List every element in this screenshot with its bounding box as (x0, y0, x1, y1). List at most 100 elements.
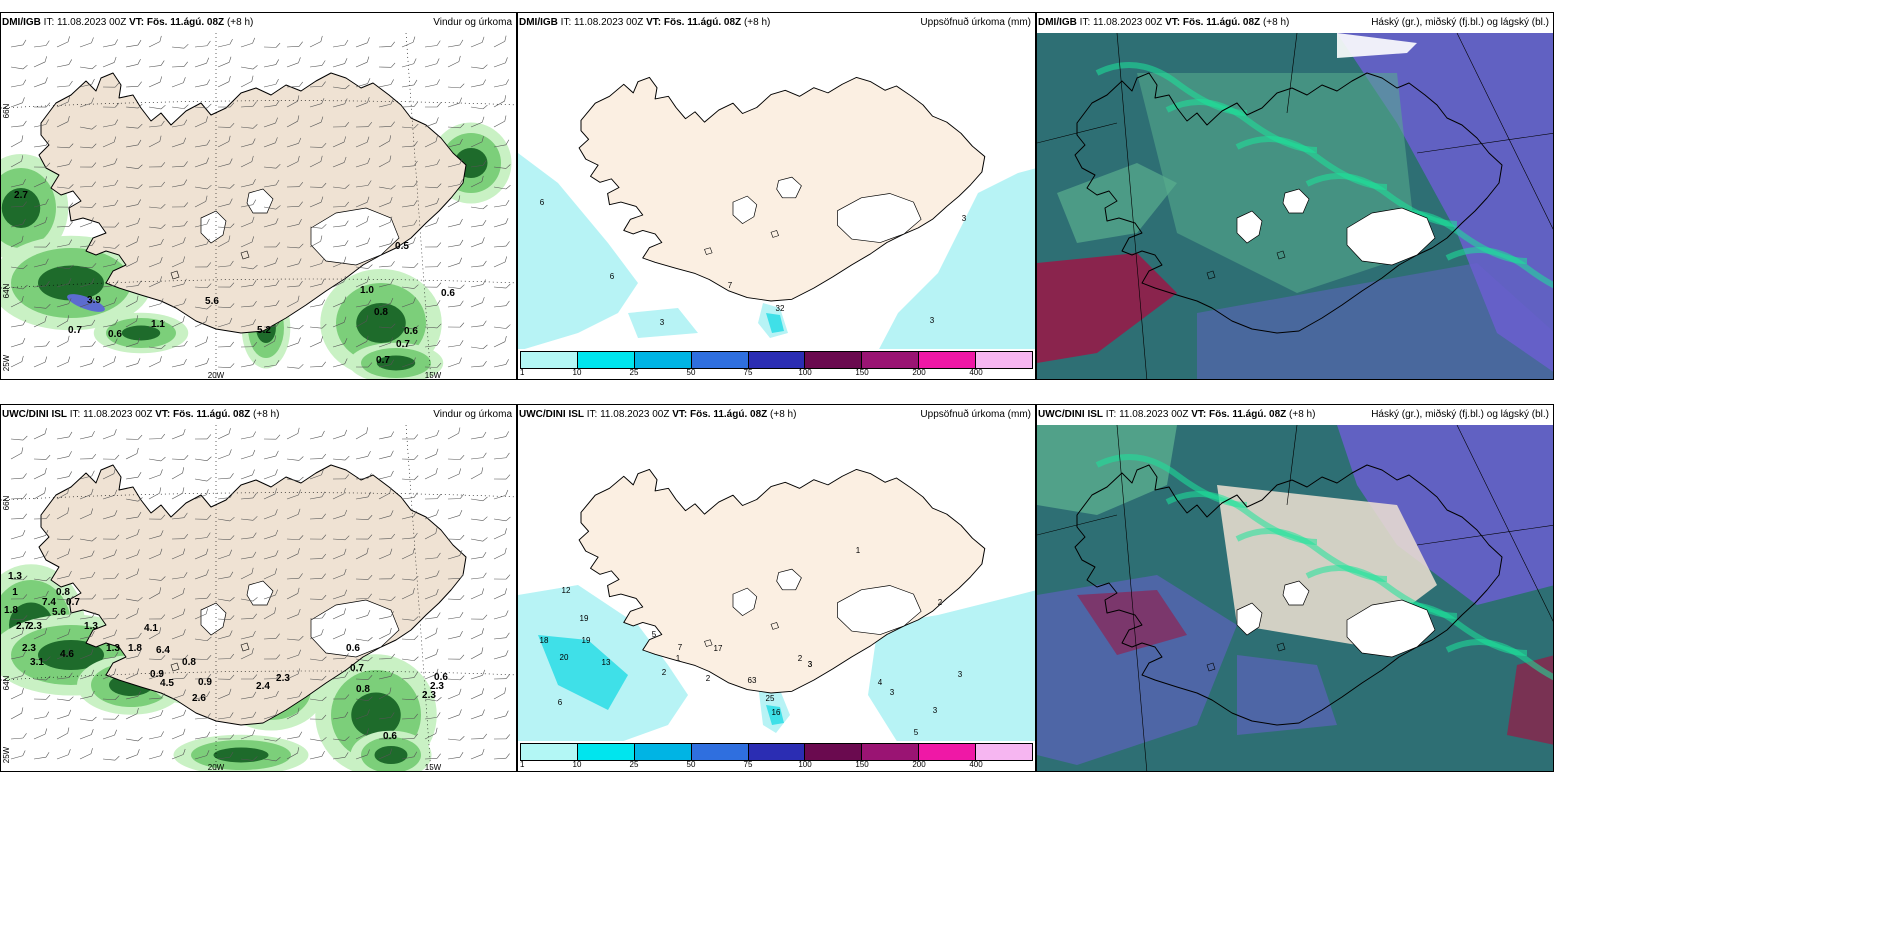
wind-barb-shaft (102, 226, 116, 228)
wind-barb-flag (21, 628, 24, 635)
wind-barb-flag (436, 262, 442, 267)
wind-barb (171, 220, 188, 228)
wind-barb-shaft (171, 321, 184, 328)
wind-barb (401, 339, 418, 348)
wind-barb (332, 220, 349, 228)
wind-barb-flag (183, 748, 186, 755)
wind-barb-flag (436, 570, 440, 576)
wind-barb-flag (91, 550, 95, 556)
wind-barb-flag (206, 283, 212, 288)
wind-barb-shaft (309, 756, 322, 760)
wind-barb (493, 57, 508, 68)
wind-barb-flag (183, 104, 189, 109)
wind-barb-flag (366, 196, 370, 203)
wind-barb (378, 653, 395, 660)
wind-barb-flag (183, 572, 188, 578)
wind-barb (10, 64, 28, 70)
wind-barb-shaft (79, 458, 93, 460)
wind-barb (125, 295, 139, 308)
lake-0 (240, 642, 250, 652)
wind-barb-flag (297, 668, 301, 675)
wind-barb (102, 668, 117, 680)
wind-barb-shaft (493, 305, 507, 308)
wind-barb-flag (505, 710, 509, 717)
wind-barb-shaft (263, 438, 277, 440)
wind-barb-flag (321, 258, 325, 264)
wind-barb-shaft (424, 164, 437, 168)
wind-barb-flag (68, 451, 72, 457)
wind-barb (171, 709, 187, 720)
wind-barb (171, 161, 188, 168)
wind-barb-shaft (378, 717, 392, 720)
wind-barb-shaft (263, 122, 276, 128)
wind-barb-shaft (148, 592, 160, 600)
wind-barb (424, 570, 440, 580)
wind-barb-flag (229, 38, 233, 45)
wind-barb-flag (459, 631, 463, 637)
wind-barb (217, 38, 233, 48)
wind-barb-flag (367, 609, 371, 616)
colorbar-tick-label: 25 (629, 368, 639, 377)
wind-barb-shaft (309, 538, 323, 540)
precip-value-label: 5 (914, 728, 919, 737)
wind-barb (401, 123, 419, 129)
wind-barb-flag (436, 362, 442, 368)
wind-barb (470, 160, 487, 168)
colorbar-tick-label: 100 (798, 368, 812, 377)
wind-barb-shaft (309, 435, 322, 440)
wind-barb (194, 456, 212, 461)
wind-barb-shaft (286, 673, 299, 680)
wind-barb-flag (413, 339, 418, 346)
wind-barb-shaft (424, 498, 438, 500)
wind-barb (240, 532, 257, 540)
wind-barb-shaft (79, 555, 92, 560)
wind-barb (125, 708, 139, 720)
wind-barb-flag (229, 282, 235, 288)
wind-barb (493, 335, 507, 348)
wind-barb-flag (482, 516, 488, 521)
precip-value-label: 1 (856, 546, 861, 555)
wind-barb-shaft (263, 474, 276, 480)
wind-barb-flag (137, 597, 143, 602)
colorbar-tick-label: 400 (969, 368, 983, 377)
wind-barb (240, 75, 254, 88)
wind-barb-shaft (401, 266, 415, 268)
wind-barb (79, 690, 95, 700)
wind-barb (378, 359, 395, 368)
wind-barb (493, 283, 511, 289)
wind-barb (355, 315, 369, 328)
wind-barb-flag (67, 96, 71, 103)
panel-title: Uppsöfnuð úrkoma (mm) (920, 409, 1031, 420)
wind-barb (470, 64, 488, 69)
wind-barb-flag (229, 198, 233, 205)
wind-barb-shaft (217, 286, 231, 288)
wind-barb-shaft (79, 146, 93, 149)
wind-barb (401, 284, 419, 289)
wind-barb (286, 137, 302, 148)
wind-barb (194, 116, 208, 128)
wind-barb (401, 200, 418, 208)
wind-barb (378, 510, 394, 520)
wind-barb (309, 714, 327, 720)
wind-barb (447, 239, 464, 248)
wind-barb (79, 594, 97, 600)
wind-barb-flag (320, 35, 323, 42)
wind-barb-shaft (447, 555, 460, 560)
wind-barb-flag (459, 83, 465, 89)
wind-barb-shaft (355, 714, 368, 720)
wind-barb-flag (390, 671, 394, 677)
wind-barb-flag (298, 219, 302, 225)
wind-barb-flag (504, 588, 507, 595)
wind-barb-flag (298, 608, 301, 615)
wind-barb-shaft (286, 186, 300, 188)
wind-barb-shaft (493, 738, 507, 740)
wind-barb (332, 653, 349, 660)
wind-barb-flag (344, 338, 348, 344)
wind-barb-flag (320, 116, 324, 123)
wind-barb-flag (436, 753, 441, 759)
colorbar-tick-label: 50 (686, 760, 696, 769)
wind-barb-shaft (263, 284, 277, 288)
wind-barb (79, 431, 95, 440)
wind-barb-flag (22, 530, 26, 536)
wind-barb-flag (436, 494, 442, 499)
